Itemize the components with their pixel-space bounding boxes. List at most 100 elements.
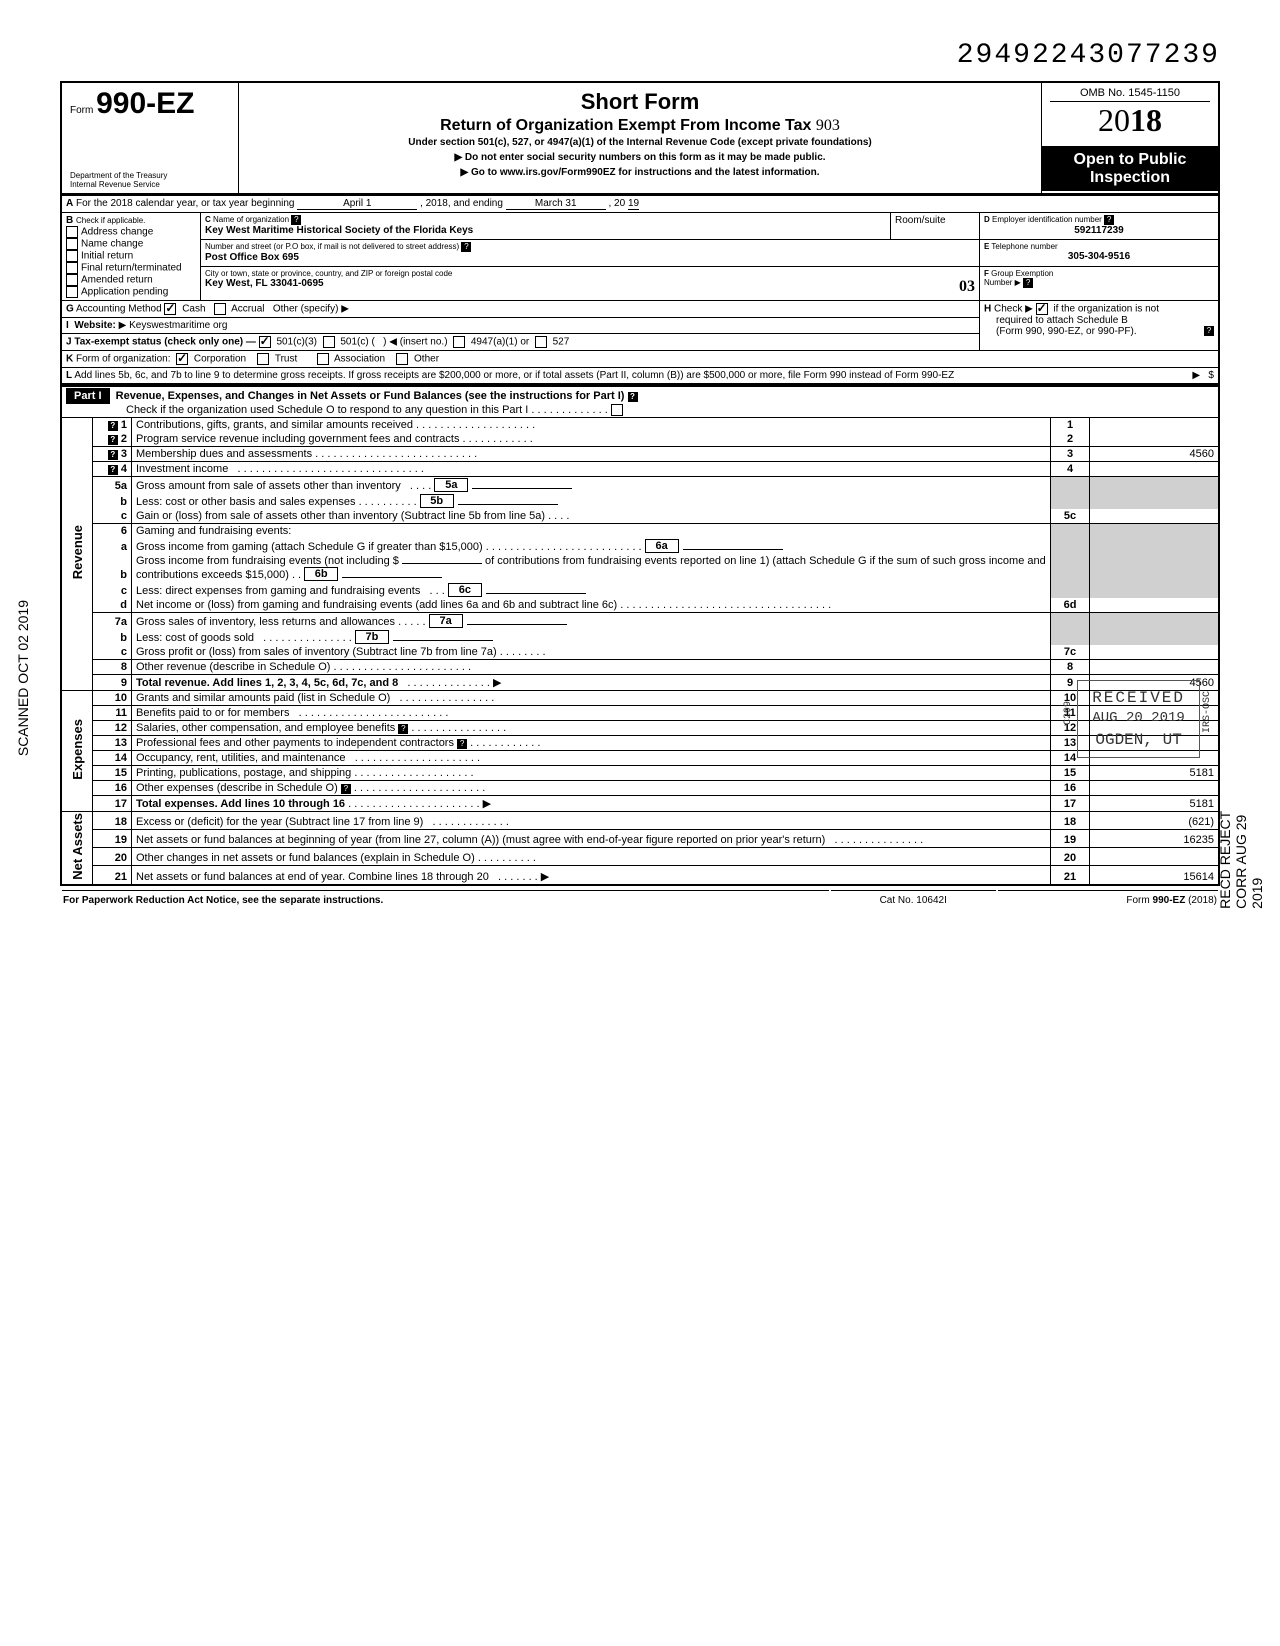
check-address-change[interactable]: Address change	[66, 226, 196, 238]
part1-table: Part I Revenue, Expenses, and Changes in…	[60, 385, 1220, 886]
check-cash[interactable]	[164, 303, 176, 315]
room-suite-label: Room/suite	[891, 213, 980, 240]
check-527[interactable]	[535, 336, 547, 348]
check-501c[interactable]	[323, 336, 335, 348]
line12-box: 12	[1051, 721, 1090, 736]
line6a-desc: Gross income from gaming (attach Schedul…	[136, 541, 483, 553]
tax-exempt-label: Tax-exempt status (check only one) —	[74, 337, 256, 348]
dept-treasury: Department of the Treasury	[70, 171, 230, 180]
line18-amount: (621)	[1090, 812, 1220, 830]
check-amended-return[interactable]: Amended return	[66, 274, 196, 286]
line13-amount	[1090, 736, 1220, 751]
ein-value: 592117239	[984, 225, 1214, 236]
line14-desc: Occupancy, rent, utilities, and maintena…	[136, 752, 346, 764]
line12-desc: Salaries, other compensation, and employ…	[136, 722, 395, 734]
check-schedule-o-part1[interactable]	[611, 404, 623, 416]
website-label: Website:	[74, 320, 116, 331]
help-icon[interactable]: ?	[457, 739, 467, 749]
line10-amount	[1090, 691, 1220, 706]
line17-box: 17	[1051, 796, 1090, 812]
line6d-box: 6d	[1051, 598, 1090, 613]
form-of-org-label: Form of organization:	[76, 354, 171, 365]
city-label: City or town, state or province, country…	[205, 269, 975, 278]
line9-amount: 4560	[1090, 675, 1220, 691]
check-application-pending[interactable]: Application pending	[66, 286, 196, 298]
line5c-box: 5c	[1051, 509, 1090, 524]
help-icon[interactable]: ?	[1023, 278, 1033, 288]
line12-amount	[1090, 721, 1220, 736]
help-icon[interactable]: ?	[398, 724, 408, 734]
group-exemption-label: Group Exemption	[991, 269, 1053, 278]
check-final-return[interactable]: Final return/terminated	[66, 262, 196, 274]
line15-box: 15	[1051, 766, 1090, 781]
line7c-box: 7c	[1051, 645, 1090, 660]
help-icon[interactable]: ?	[108, 450, 118, 460]
reject-corr-stamp: RECD REJECT CORR AUG 29 2019	[1217, 800, 1265, 909]
help-icon[interactable]: ?	[108, 435, 118, 445]
scanned-stamp: SCANNED OCT 02 2019	[15, 600, 31, 756]
line3-amount: 4560	[1090, 447, 1220, 462]
help-icon[interactable]: ?	[108, 465, 118, 475]
check-schedule-b-not-required[interactable]	[1036, 303, 1048, 315]
line7a-desc: Gross sales of inventory, less returns a…	[136, 616, 395, 628]
line5b-desc: Less: cost or other basis and sales expe…	[136, 496, 356, 508]
line13-desc: Professional fees and other payments to …	[136, 737, 454, 749]
side-net-assets: Net Assets	[70, 813, 85, 880]
footer: For Paperwork Reduction Act Notice, see …	[60, 888, 1220, 909]
line20-amount	[1090, 847, 1220, 865]
line18-box: 18	[1051, 812, 1090, 830]
tax-year-begin: April 1	[297, 198, 417, 210]
footer-paperwork: For Paperwork Reduction Act Notice, see …	[63, 895, 383, 906]
line11-box: 11	[1051, 706, 1090, 721]
form-title-long: Return of Organization Exempt From Incom…	[247, 117, 1033, 135]
line18-desc: Excess or (deficit) for the year (Subtra…	[136, 816, 423, 828]
line21-amount: 15614	[1090, 865, 1220, 885]
help-icon[interactable]: ?	[291, 215, 301, 225]
help-icon[interactable]: ?	[341, 784, 351, 794]
line3-box: 3	[1051, 447, 1090, 462]
top-doc-number: 29492243077239	[60, 40, 1220, 71]
line21-desc: Net assets or fund balances at end of ye…	[136, 871, 489, 883]
help-icon[interactable]: ?	[1104, 215, 1114, 225]
form-title-short: Short Form	[247, 89, 1033, 115]
line1-desc: Contributions, gifts, grants, and simila…	[136, 419, 413, 431]
org-name: Key West Maritime Historical Society of …	[205, 225, 886, 236]
line16-amount	[1090, 781, 1220, 796]
line11-desc: Benefits paid to or for members	[136, 707, 289, 719]
check-501c3[interactable]	[259, 336, 271, 348]
check-association[interactable]	[317, 353, 329, 365]
line4-box: 4	[1051, 462, 1090, 477]
check-initial-return[interactable]: Initial return	[66, 250, 196, 262]
section-b-label: Check if applicable.	[76, 216, 145, 225]
line1-amount	[1090, 418, 1220, 433]
check-trust[interactable]	[257, 353, 269, 365]
line1-box: 1	[1051, 418, 1090, 433]
part1-title: Revenue, Expenses, and Changes in Net As…	[116, 390, 625, 402]
line20-box: 20	[1051, 847, 1090, 865]
check-other-org[interactable]	[396, 353, 408, 365]
phone-value: 305-304-9516	[984, 251, 1214, 262]
line8-box: 8	[1051, 660, 1090, 675]
help-icon[interactable]: ?	[461, 242, 471, 252]
line19-amount: 16235	[1090, 829, 1220, 847]
form-header: Form 990-EZ Department of the Treasury I…	[60, 81, 1220, 195]
check-name-change[interactable]: Name change	[66, 238, 196, 250]
check-accrual[interactable]	[214, 303, 226, 315]
line2-desc: Program service revenue including govern…	[136, 433, 459, 445]
check-4947a1[interactable]	[453, 336, 465, 348]
handwritten-903: 903	[816, 117, 840, 134]
help-icon[interactable]: ?	[628, 392, 638, 402]
line5a-desc: Gross amount from sale of assets other t…	[136, 480, 401, 492]
line9-desc: Total revenue. Add lines 1, 2, 3, 4, 5c,…	[136, 677, 398, 689]
help-icon[interactable]: ?	[108, 421, 118, 431]
city-value: Key West, FL 33041-0695	[205, 278, 324, 289]
line2-box: 2	[1051, 432, 1090, 447]
check-corporation[interactable]	[176, 353, 188, 365]
form-number: Form 990-EZ	[70, 87, 230, 121]
line17-desc: Total expenses. Add lines 10 through 16	[136, 798, 345, 810]
line14-amount	[1090, 751, 1220, 766]
line21-box: 21	[1051, 865, 1090, 885]
help-icon[interactable]: ?	[1204, 326, 1214, 336]
side-expenses: Expenses	[70, 719, 85, 780]
tax-year-end-year: 19	[628, 198, 639, 210]
